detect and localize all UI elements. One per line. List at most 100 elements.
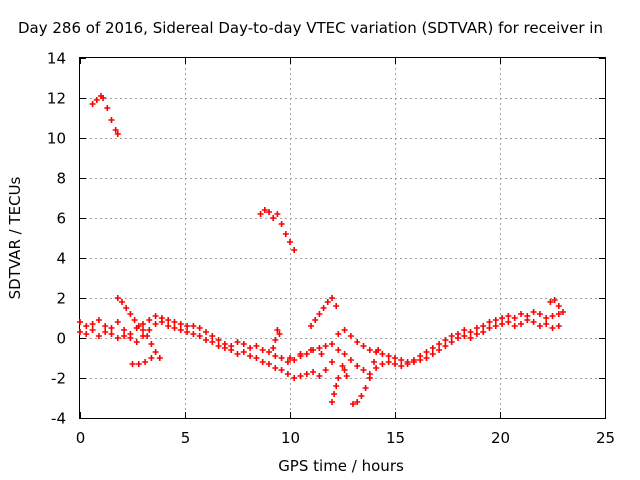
data-point (436, 347, 443, 353)
data-point (467, 335, 474, 341)
data-point (360, 367, 367, 373)
data-point (551, 297, 558, 303)
data-point (156, 355, 163, 361)
data-point (322, 343, 329, 349)
data-point (127, 335, 134, 341)
data-point (108, 117, 115, 123)
data-point (324, 299, 331, 305)
data-point (316, 311, 323, 317)
data-point (297, 351, 304, 357)
data-point (209, 339, 216, 345)
data-point (329, 399, 335, 405)
data-point (385, 359, 392, 365)
data-point (171, 325, 178, 331)
data-point (152, 313, 159, 319)
data-point (282, 231, 289, 237)
data-series-5 (129, 355, 155, 367)
data-point (530, 309, 537, 315)
data-point (499, 315, 506, 321)
data-point (284, 359, 291, 365)
data-point (303, 351, 310, 357)
data-point (152, 349, 159, 355)
data-point (398, 363, 405, 369)
data-point (266, 349, 272, 355)
data-point (373, 365, 380, 371)
data-point (329, 359, 335, 365)
data-point (322, 367, 329, 373)
data-point (392, 355, 398, 361)
data-point (221, 345, 228, 351)
data-point (131, 317, 138, 323)
data-point (253, 355, 260, 361)
data-point (253, 343, 260, 349)
data-series-8 (339, 363, 350, 379)
data-point (316, 373, 323, 379)
data-point (177, 327, 184, 333)
y-tick-label: 14 (47, 50, 66, 68)
data-points (77, 93, 566, 407)
data-point (100, 95, 107, 101)
data-point (310, 369, 317, 375)
data-point (499, 321, 506, 327)
data-point (234, 339, 241, 345)
y-tick-label: 12 (47, 90, 66, 108)
data-point (184, 323, 191, 329)
x-tick-label: 0 (76, 429, 86, 447)
data-point (530, 319, 537, 325)
data-point (331, 391, 338, 397)
data-point (114, 319, 121, 325)
data-point (350, 401, 356, 407)
data-point (234, 351, 241, 357)
data-point (114, 295, 121, 301)
axis-ticks: 0 5 10 15 20 25 -4 -2 0 2 4 6 8 10 12 14 (47, 50, 615, 448)
data-point (341, 367, 348, 373)
data-point (473, 325, 480, 331)
data-point (404, 361, 411, 367)
data-point (102, 329, 109, 335)
data-point (89, 101, 96, 107)
data-point (274, 327, 281, 333)
data-point (203, 329, 209, 335)
data-point (215, 343, 222, 349)
data-point (190, 331, 197, 337)
data-point (196, 325, 203, 331)
data-point (123, 305, 130, 311)
data-series-3 (77, 317, 562, 381)
data-point (518, 311, 524, 317)
data-point (511, 323, 518, 329)
data-series-4 (114, 295, 163, 361)
data-point (354, 339, 361, 345)
data-series-6 (308, 295, 340, 329)
data-point (287, 355, 293, 361)
data-point (366, 347, 373, 353)
data-point (347, 357, 354, 363)
data-point (114, 335, 121, 341)
data-point (140, 327, 146, 333)
data-point (247, 353, 254, 359)
data-point (536, 323, 543, 329)
data-point (165, 323, 172, 329)
data-point (335, 375, 342, 381)
data-point (144, 333, 151, 339)
data-point (108, 325, 115, 331)
data-point (358, 393, 365, 399)
data-point (366, 375, 373, 381)
data-point (543, 321, 550, 327)
data-point (417, 357, 424, 363)
y-tick-label: 8 (56, 170, 66, 188)
data-point (93, 97, 100, 103)
data-point (320, 305, 327, 311)
data-point (549, 313, 556, 319)
data-point (518, 321, 524, 327)
data-point (278, 221, 285, 227)
data-point (146, 327, 153, 333)
data-point (83, 331, 90, 337)
data-point (335, 347, 342, 353)
y-tick-label: 2 (56, 290, 66, 308)
data-point (89, 321, 96, 327)
data-point (423, 349, 430, 355)
x-axis-label: GPS time / hours (278, 457, 404, 475)
data-point (291, 247, 298, 253)
data-point (158, 319, 165, 325)
data-point (436, 341, 443, 347)
